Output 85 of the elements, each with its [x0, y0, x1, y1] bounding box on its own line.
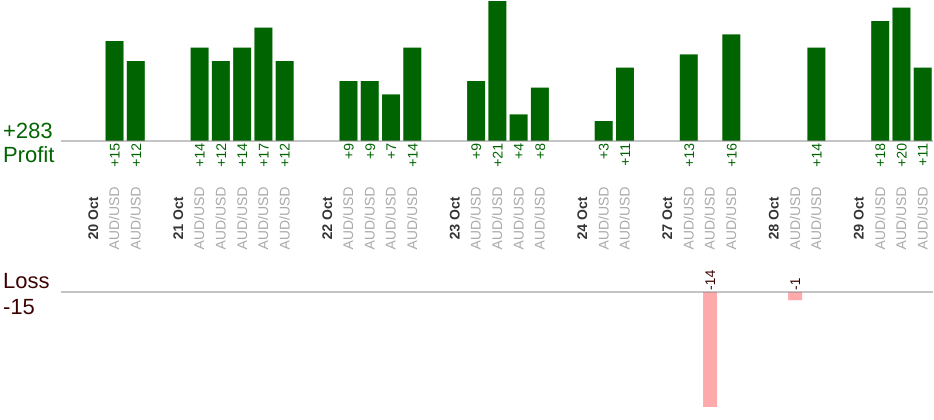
x-tick-label: AUD/USD — [276, 186, 292, 250]
x-tick-label: 20 Oct — [84, 196, 101, 240]
x-tick-label: AUD/USD — [255, 186, 272, 250]
data-label: +21 — [489, 142, 506, 167]
x-tick-label: AUD/USD — [212, 186, 229, 250]
data-label: +12 — [276, 142, 293, 167]
x-tick-label: AUD/USD — [361, 186, 378, 250]
data-label: +9 — [340, 142, 356, 159]
x-tick-label: AUD/USD — [616, 186, 633, 250]
bar — [382, 94, 400, 141]
data-label: +15 — [106, 142, 123, 167]
x-tick-label: AUD/USD — [722, 186, 739, 250]
bar — [212, 61, 230, 141]
bar — [892, 8, 910, 141]
bar — [190, 48, 209, 141]
x-tick-label: AUD/USD — [893, 186, 910, 250]
data-label: +13 — [680, 142, 697, 167]
bar — [871, 21, 890, 141]
data-label: +12 — [128, 142, 144, 167]
bar — [276, 61, 294, 141]
text: -15 — [3, 294, 35, 319]
data-label: +7 — [383, 142, 400, 159]
x-tick-label: AUD/USD — [340, 186, 356, 250]
bar — [530, 88, 549, 141]
bar — [510, 114, 528, 141]
x-tick-label: AUD/USD — [786, 186, 803, 250]
x-tick-label: AUD/USD — [595, 186, 612, 250]
bar — [488, 1, 506, 141]
x-tick-label: 27 Oct — [659, 196, 676, 240]
data-label: +11 — [914, 142, 931, 166]
data-label: +9 — [468, 142, 484, 159]
x-tick-label: 29 Oct — [850, 196, 867, 240]
data-label: +12 — [212, 142, 229, 167]
data-label: -14 — [702, 270, 718, 290]
data-label: +14 — [808, 142, 824, 167]
x-tick-label: AUD/USD — [468, 186, 484, 250]
bar — [680, 54, 698, 141]
bar — [807, 48, 826, 141]
data-label: +4 — [510, 142, 527, 159]
bar — [594, 121, 613, 141]
x-tick-label: AUD/USD — [127, 186, 144, 250]
x-tick-label: AUD/USD — [914, 186, 930, 250]
x-tick-label: 23 Oct — [446, 196, 462, 240]
bar — [126, 61, 145, 141]
x-tick-label: AUD/USD — [680, 186, 696, 250]
data-label: +3 — [596, 142, 612, 159]
x-tick-label: 22 Oct — [318, 196, 335, 240]
x-tick-label: AUD/USD — [702, 186, 718, 250]
data-label: +20 — [893, 142, 910, 167]
data-label: +17 — [255, 142, 272, 167]
x-tick-label: AUD/USD — [404, 186, 420, 250]
bar — [467, 81, 486, 141]
bar — [722, 34, 740, 141]
bar — [914, 68, 932, 141]
data-label: +11 — [616, 142, 633, 166]
bar — [233, 48, 252, 141]
y-axis-title: Profit — [3, 142, 54, 167]
x-tick-label: AUD/USD — [532, 186, 548, 250]
bar — [403, 48, 422, 141]
x-tick-label: AUD/USD — [106, 186, 122, 250]
x-tick-label: 24 Oct — [574, 196, 590, 240]
text: +283 — [3, 118, 53, 143]
x-tick-label: 21 Oct — [170, 196, 186, 240]
bar — [616, 68, 634, 141]
x-tick-label: AUD/USD — [191, 186, 208, 250]
data-label: +14 — [404, 142, 420, 167]
data-label: +8 — [532, 142, 548, 159]
data-label: +14 — [234, 142, 250, 167]
x-tick-label: AUD/USD — [808, 186, 824, 250]
data-label: -1 — [787, 277, 804, 290]
x-tick-label: AUD/USD — [234, 186, 250, 250]
data-label: +14 — [192, 142, 208, 167]
x-tick-label: AUD/USD — [510, 186, 526, 250]
bar — [106, 41, 124, 141]
bar — [360, 81, 379, 141]
x-tick-label: AUD/USD — [872, 186, 888, 250]
x-tick-label: AUD/USD — [489, 186, 505, 250]
data-label: +9 — [362, 142, 378, 159]
bar — [339, 81, 358, 141]
bar — [254, 28, 272, 141]
data-label: +16 — [723, 142, 740, 167]
data-label: +18 — [872, 142, 888, 167]
y-axis-title: Loss — [3, 268, 50, 293]
x-tick-label: AUD/USD — [382, 186, 399, 250]
x-tick-label: 28 Oct — [765, 196, 782, 240]
